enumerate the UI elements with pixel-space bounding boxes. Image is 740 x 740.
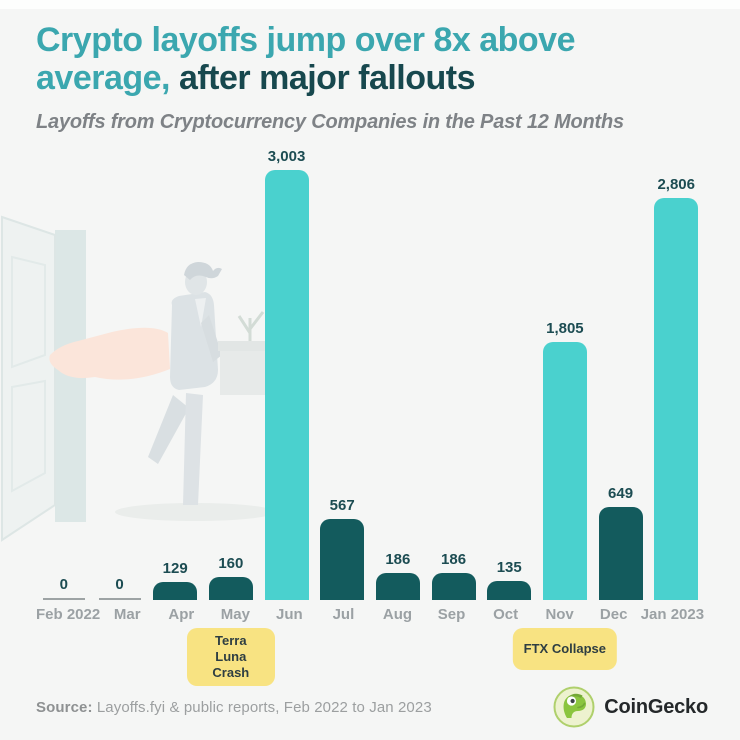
- bar-column: 129: [147, 560, 203, 600]
- chart-subtitle: Layoffs from Cryptocurrency Companies in…: [36, 111, 624, 133]
- bar-column: 2,806: [648, 176, 704, 600]
- bar-value-label: 2,806: [657, 176, 695, 193]
- bar-column: 186: [426, 551, 482, 600]
- bar-value-label: 186: [385, 551, 411, 568]
- bar-column: 0: [92, 576, 148, 600]
- source-label: Source:: [36, 699, 93, 716]
- top-edge-strip: [0, 0, 740, 9]
- month-label-apr: Apr: [168, 606, 195, 623]
- month-label-sep: Sep: [437, 606, 466, 623]
- bar-column: 160: [203, 555, 259, 600]
- header: Crypto layoffs jump over 8x above averag…: [36, 21, 710, 134]
- bar-jun: [264, 170, 309, 600]
- month-label-aug: Aug: [382, 606, 413, 623]
- bar-value-label: 1,805: [546, 320, 584, 337]
- bar-column: 186: [370, 551, 426, 600]
- title-highlight-line2: average,: [36, 59, 171, 97]
- bar-column: 649: [593, 485, 649, 600]
- title-highlight-line1: Crypto layoffs jump over 8x above: [36, 21, 576, 59]
- bar-column: 0: [36, 576, 92, 600]
- page-title: Crypto layoffs jump over 8x above averag…: [36, 21, 710, 97]
- months-row: Feb 2022 Mar Apr May Jun Jul Aug Sep Oct Nov Dec Ja…: [36, 606, 704, 626]
- coingecko-icon: [553, 686, 595, 728]
- bar-mar: [98, 598, 141, 600]
- bar-value-label: 3,003: [267, 148, 306, 165]
- annotation-ftx-collapse: FTX Collapse: [512, 628, 618, 670]
- bar-jan-2023: [654, 198, 699, 600]
- bar-value-label: 0: [115, 576, 124, 593]
- bar-may: [208, 577, 253, 600]
- bar-value-label: 160: [218, 555, 244, 572]
- bar-column: 1,805: [537, 320, 593, 600]
- annotation-terra-luna-crash: Terra Luna Crash: [186, 628, 275, 686]
- month-label-oct: Oct: [493, 606, 519, 623]
- month-label-jul: Jul: [332, 606, 355, 623]
- source-note: Source: Layoffs.fyi & public reports, Fe…: [36, 699, 432, 716]
- bar-apr: [153, 582, 198, 600]
- bar-sep: [431, 573, 476, 600]
- bar-value-label: 129: [162, 560, 188, 577]
- source-text: Layoffs.fyi & public reports, Feb 2022 t…: [92, 699, 432, 716]
- bar-value-label: 567: [329, 497, 355, 514]
- brand-name: CoinGecko: [604, 695, 708, 718]
- month-label-may: May: [220, 606, 250, 623]
- bar-column: 567: [314, 497, 370, 600]
- month-label-mar: Mar: [113, 606, 141, 623]
- bar-column: 135: [481, 559, 537, 600]
- bar-value-label: 0: [59, 576, 68, 593]
- bars-row: 0 0 129 160 3,003 567 186 186 135 1,805: [36, 146, 704, 600]
- month-label-dec: Dec: [599, 606, 628, 623]
- bar-dec: [598, 507, 643, 600]
- month-label-jun: Jun: [276, 606, 303, 623]
- bar-value-label: 186: [441, 551, 467, 568]
- bar-oct: [487, 581, 532, 600]
- brand-logo: CoinGecko: [553, 686, 708, 728]
- month-label-nov: Nov: [545, 606, 574, 623]
- bar-feb-2022: [42, 598, 85, 600]
- bar-value-label: 135: [496, 559, 522, 576]
- bar-jul: [320, 519, 365, 600]
- month-label-jan-2023: Jan 2023: [640, 606, 705, 623]
- bar-value-label: 649: [608, 485, 634, 502]
- bar-nov: [542, 342, 587, 600]
- bar-column: 3,003: [259, 148, 315, 600]
- bar-aug: [375, 573, 420, 600]
- month-label-feb-2022: Feb 2022: [36, 606, 101, 623]
- title-dark-part: after major fallouts: [170, 59, 476, 97]
